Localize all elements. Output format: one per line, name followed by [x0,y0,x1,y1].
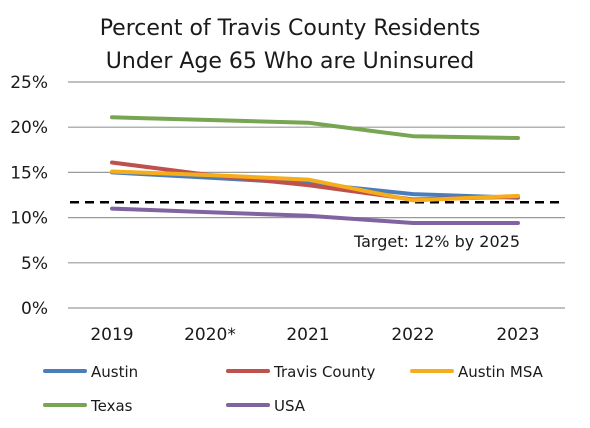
x-tick-label: 2019 [90,325,133,345]
x-tick-label: 2021 [286,325,329,345]
series-lines [110,115,520,225]
series-line-texas [110,115,520,140]
x-axis-labels: 2019 2020* 2021 2022 2023 [90,325,539,345]
legend-label: Texas [90,397,133,415]
legend: Austin Travis County Austin MSA Texas USA [43,363,544,415]
y-tick-label: 15% [10,163,48,183]
target-label: Target: 12% by 2025 [353,232,520,251]
legend-item-austin: Austin [43,363,138,381]
legend-label: Austin [91,363,138,381]
series-line-usa [110,206,520,225]
y-tick-label: 0% [21,299,48,319]
x-tick-label: 2022 [391,325,434,345]
legend-label: Travis County [273,363,375,381]
y-axis-labels: 0% 5% 10% 15% 20% 25% [10,73,48,319]
y-tick-label: 20% [10,118,48,138]
chart-title-line-2: Under Age 65 Who are Uninsured [106,49,474,74]
legend-item-austin-msa: Austin MSA [410,363,544,381]
legend-item-usa: USA [226,397,306,415]
chart-title: Percent of Travis County Residents Under… [100,16,481,74]
legend-label: USA [274,397,306,415]
series-line-austin-msa [110,169,520,203]
target-line-group: Target: 12% by 2025 [70,200,560,251]
x-tick-label: 2023 [496,325,539,345]
x-tick-label: 2020* [184,325,236,345]
legend-item-texas: Texas [43,397,133,415]
legend-label: Austin MSA [458,363,544,381]
y-tick-label: 5% [21,254,48,274]
chart-title-line-1: Percent of Travis County Residents [100,16,481,41]
legend-item-travis-county: Travis County [226,363,375,381]
y-tick-label: 25% [10,73,48,93]
y-tick-label: 10% [10,209,48,229]
